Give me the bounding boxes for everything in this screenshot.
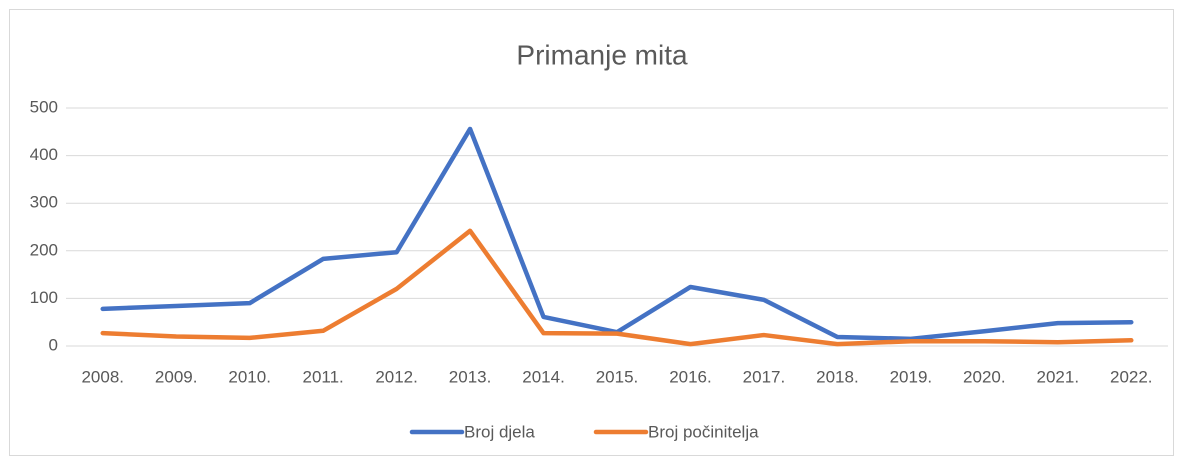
legend-label: Broj djela — [464, 422, 535, 441]
x-tick-label: 2019. — [890, 367, 933, 386]
x-tick-label: 2009. — [155, 367, 198, 386]
chart-title: Primanje mita — [516, 39, 688, 70]
y-tick-label: 500 — [30, 97, 58, 116]
x-tick-label: 2008. — [81, 367, 124, 386]
x-tick-label: 2016. — [669, 367, 712, 386]
y-tick-label: 300 — [30, 193, 58, 212]
x-tick-label: 2015. — [596, 367, 639, 386]
x-tick-label: 2013. — [449, 367, 492, 386]
y-tick-label: 100 — [30, 288, 58, 307]
x-tick-label: 2010. — [228, 367, 271, 386]
x-tick-label: 2020. — [963, 367, 1006, 386]
x-tick-label: 2014. — [522, 367, 565, 386]
x-tick-label: 2017. — [743, 367, 786, 386]
x-tick-label: 2018. — [816, 367, 859, 386]
y-tick-label: 0 — [49, 335, 58, 354]
legend-label: Broj počinitelja — [648, 422, 759, 441]
x-tick-label: 2012. — [375, 367, 418, 386]
y-tick-label: 400 — [30, 145, 58, 164]
x-tick-label: 2021. — [1037, 367, 1080, 386]
y-tick-label: 200 — [30, 240, 58, 259]
series-line — [100, 228, 1134, 347]
x-tick-label: 2022. — [1110, 367, 1153, 386]
x-tick-label: 2011. — [302, 367, 343, 386]
chart-border — [9, 9, 1174, 456]
